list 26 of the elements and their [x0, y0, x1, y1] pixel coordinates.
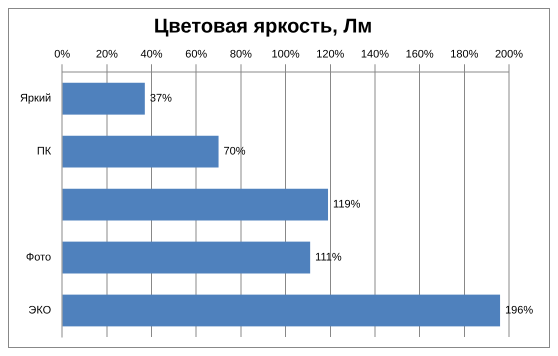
x-tick-label: 100%	[272, 48, 300, 61]
x-tick-label: 0%	[54, 48, 70, 61]
x-tick-label: 120%	[316, 48, 345, 61]
chart-title: Цветовая яркость, Лм	[154, 16, 372, 38]
data-label: 119%	[333, 198, 361, 211]
bar	[62, 294, 500, 326]
data-label: 70%	[224, 146, 246, 158]
y-tick-label: Фото	[26, 252, 52, 264]
bar	[62, 82, 145, 115]
x-tick-label: 140%	[360, 48, 390, 61]
x-tick-label: 20%	[96, 48, 118, 61]
x-tick-label: 60%	[185, 48, 208, 61]
data-label: 196%	[505, 304, 534, 317]
y-tick-label: ПК	[36, 146, 52, 158]
x-tick-label: 200%	[494, 48, 524, 61]
x-tick-label: 180%	[450, 48, 479, 61]
y-tick-label: Яркий	[20, 92, 52, 105]
data-label: 111%	[315, 252, 342, 264]
y-tick-label: ЭКО	[28, 304, 52, 317]
data-label: 37%	[150, 92, 172, 105]
bar	[62, 242, 310, 274]
bar	[62, 136, 219, 168]
x-tick-label: 40%	[140, 48, 163, 61]
x-tick-label: 80%	[230, 48, 252, 61]
x-tick-label: 160%	[406, 48, 434, 61]
bar	[62, 188, 328, 220]
